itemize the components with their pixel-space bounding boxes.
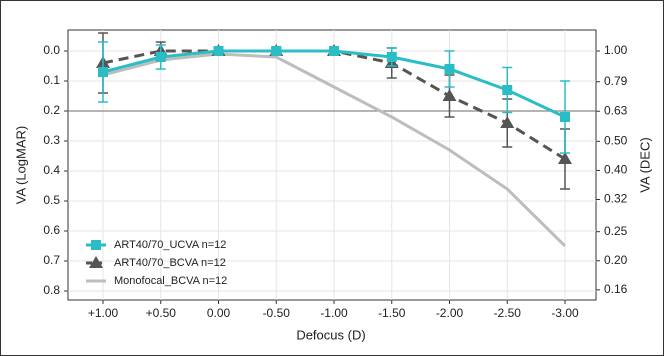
marker [91,240,101,250]
y2-tick-label: 1.00 [604,43,628,57]
y-tick-label: 0.7 [43,253,60,267]
y-tick-label: 0.0 [43,43,60,57]
marker [98,67,108,77]
y-tick-label: 0.3 [43,133,60,147]
y-tick-label: 0.6 [43,223,60,237]
y2-tick-label: 0.32 [604,192,628,206]
x-tick-label: -1.50 [378,306,406,320]
x-axis-label: Defocus (D) [296,327,365,342]
y2-tick-label: 0.63 [604,103,628,117]
y2-axis-label: VA (DEC) [637,137,652,192]
x-tick-label: +1.00 [88,306,119,320]
y-tick-label: 0.5 [43,193,60,207]
series-line [102,52,567,248]
legend-label: ART40/70_BCVA n=12 [114,257,226,269]
x-tick-label: -2.00 [436,306,464,320]
x-tick-label: 0.00 [207,306,231,320]
y2-tick-label: 0.25 [604,224,628,238]
y2-tick-label: 0.16 [604,282,628,296]
marker [155,52,166,62]
x-tick-label: -1.00 [320,306,348,320]
marker [271,46,282,56]
legend-label: ART40/70_UCVA n=12 [114,239,226,251]
x-tick-label: -3.00 [551,306,579,320]
y-tick-label: 0.8 [43,283,60,297]
legend-label: Monofocal_BCVA n=12 [114,275,227,287]
marker [386,52,397,62]
y-tick-label: 0.4 [43,163,60,177]
y2-tick-label: 0.50 [604,134,628,148]
marker [500,116,515,128]
marker [329,46,339,56]
y2-tick-label: 0.79 [604,74,628,88]
x-tick-label: -2.50 [494,306,522,320]
y-axis-label: VA (LogMAR) [13,126,28,205]
y2-tick-label: 0.20 [604,253,628,267]
marker [560,112,570,122]
y-tick-label: 0.1 [43,73,60,87]
marker [444,64,455,74]
marker [442,89,457,101]
marker [558,152,572,164]
marker [502,85,513,95]
x-tick-label: -0.50 [263,306,291,320]
y2-tick-label: 0.40 [604,163,628,177]
x-tick-label: +0.50 [146,306,177,320]
y-tick-label: 0.2 [43,103,60,117]
marker [89,256,103,268]
marker [213,46,224,56]
